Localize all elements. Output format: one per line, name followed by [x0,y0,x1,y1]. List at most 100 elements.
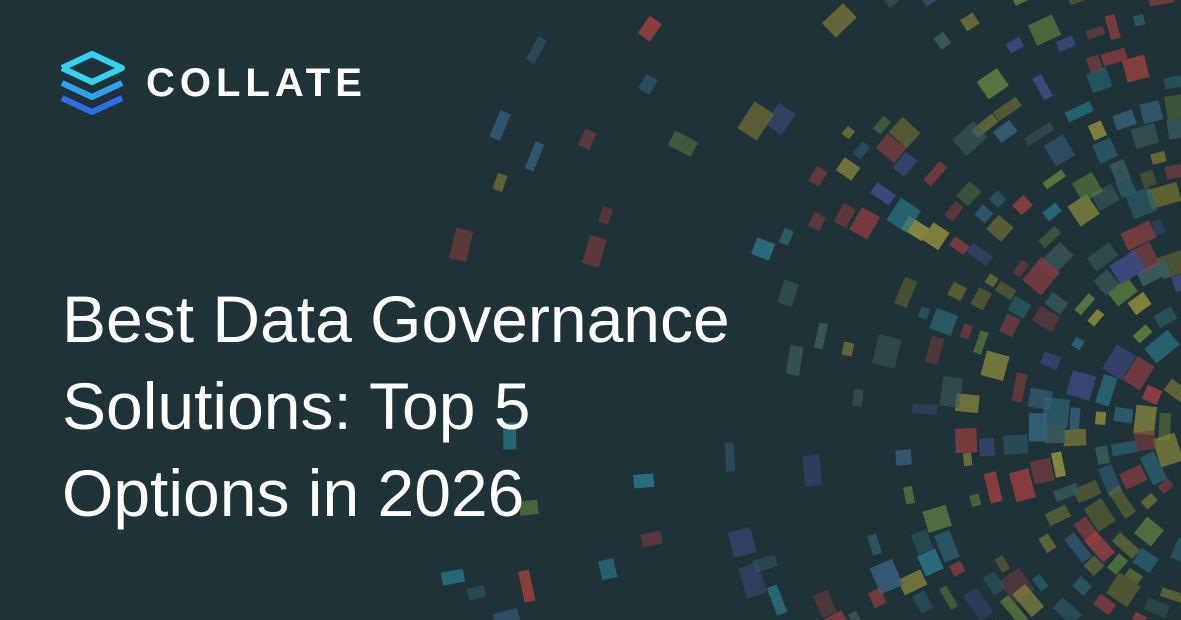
deco-tile [992,96,1022,122]
deco-tile [1086,66,1113,94]
deco-tile [1132,324,1153,344]
deco-tile [1084,530,1115,563]
deco-tile [969,493,982,508]
deco-tile [883,0,908,8]
deco-tile [966,242,993,267]
deco-tile [492,607,525,620]
deco-tile [970,286,992,311]
deco-tile [1139,450,1168,486]
deco-tile [1052,482,1081,502]
deco-tile [1110,440,1138,457]
deco-tile [1064,101,1094,123]
deco-tile [917,306,931,320]
deco-tile [1146,181,1181,210]
deco-tile [1144,329,1180,364]
title-line: Options in 2026 [62,456,525,530]
deco-tile [897,569,928,596]
deco-tile [808,165,828,187]
deco-tile [947,281,967,302]
deco-tile [640,530,663,548]
deco-tile [1072,576,1093,596]
deco-tile [1093,269,1120,296]
deco-tile [638,73,658,95]
deco-tile [812,589,837,619]
deco-tile [1113,406,1134,424]
deco-tile [994,554,1011,574]
deco-tile [833,202,857,229]
deco-tile [1074,293,1096,316]
deco-tile [1115,176,1137,199]
deco-tile [1028,413,1048,442]
deco-tile [1065,370,1097,401]
deco-tile [1164,92,1181,121]
deco-tile [1008,0,1030,6]
deco-tile [1085,25,1106,40]
deco-tile [848,610,864,620]
logo[interactable]: COLLATE [58,50,367,116]
deco-tile [1166,116,1181,140]
deco-tile [1031,573,1049,592]
deco-tile [1051,451,1066,478]
deco-tile [963,587,994,620]
deco-tile [667,130,699,157]
deco-tile [1157,477,1174,495]
deco-tile [598,557,618,581]
deco-tile [1171,274,1181,293]
deco-tile [999,313,1021,338]
deco-tile [525,35,548,64]
deco-tile [841,125,855,140]
deco-tile [633,473,655,489]
deco-tile [1064,532,1092,564]
deco-tile [1170,537,1181,563]
deco-tile [1055,35,1077,53]
deco-tile [892,151,918,177]
deco-tile [1108,485,1136,519]
deco-tile [1027,387,1054,411]
deco-tile [959,323,974,340]
deco-tile [1071,171,1104,203]
deco-tile [923,160,948,187]
deco-tile [737,101,775,141]
deco-tile [922,504,952,533]
deco-tile [1107,553,1129,576]
deco-tile [1042,169,1067,190]
deco-tile [1095,374,1118,407]
deco-tile [949,236,970,255]
deco-tile [875,133,907,164]
deco-tile [807,212,826,232]
deco-tile [727,527,757,558]
deco-tile [924,335,945,366]
deco-tile [1042,202,1062,222]
deco-tile [952,120,988,157]
deco-tile [582,234,607,268]
deco-tile [869,558,904,595]
logo-text: COLLATE [146,60,367,105]
deco-tile [1141,384,1163,405]
deco-tile [1133,404,1157,436]
deco-tile [886,197,922,233]
deco-tile [1124,567,1144,585]
deco-tile [933,529,960,563]
deco-tile [852,388,864,407]
deco-tile [1105,572,1141,608]
deco-tile [1143,597,1170,618]
deco-tile [841,341,855,357]
deco-tile [1122,356,1155,391]
deco-tile [1109,158,1131,184]
deco-tile [986,214,1014,242]
deco-tile [1093,593,1117,616]
deco-tile [1163,378,1181,405]
deco-tile [1083,498,1116,532]
deco-tile [766,584,788,616]
deco-tile [973,330,989,355]
deco-tile [1095,445,1111,466]
deco-tile [751,237,776,261]
deco-tile [1134,516,1164,547]
deco-tile [1029,457,1055,485]
deco-tile [1121,54,1150,83]
deco-tile [1112,109,1137,131]
deco-tile [1164,161,1181,180]
deco-tile [1111,532,1141,560]
deco-tile [1087,120,1108,141]
deco-tile [895,449,912,466]
